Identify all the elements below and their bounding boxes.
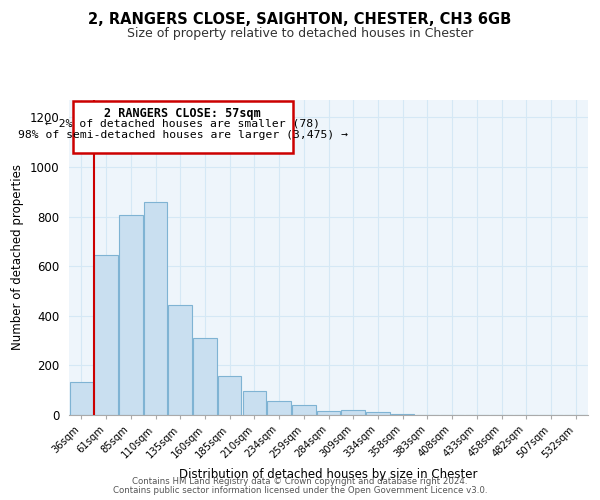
Bar (292, 404, 316, 415)
Bar (119, 216, 143, 415)
Text: ← 2% of detached houses are smaller (78): ← 2% of detached houses are smaller (78) (45, 118, 320, 128)
Bar (242, 391, 266, 415)
Text: 98% of semi-detached houses are larger (3,475) →: 98% of semi-detached houses are larger (… (17, 130, 347, 140)
Text: Contains public sector information licensed under the Open Government Licence v3: Contains public sector information licen… (113, 486, 487, 495)
Bar (317, 410, 340, 415)
Bar (193, 338, 217, 415)
Text: 2 RANGERS CLOSE: 57sqm: 2 RANGERS CLOSE: 57sqm (104, 108, 261, 120)
Bar (70, 382, 93, 415)
Bar (341, 410, 365, 415)
Bar (366, 412, 389, 415)
Text: 2, RANGERS CLOSE, SAIGHTON, CHESTER, CH3 6GB: 2, RANGERS CLOSE, SAIGHTON, CHESTER, CH3… (88, 12, 512, 28)
Bar (268, 402, 291, 415)
Bar (73, 101, 293, 154)
Text: Contains HM Land Registry data © Crown copyright and database right 2024.: Contains HM Land Registry data © Crown c… (132, 477, 468, 486)
Text: Size of property relative to detached houses in Chester: Size of property relative to detached ho… (127, 28, 473, 40)
X-axis label: Distribution of detached houses by size in Chester: Distribution of detached houses by size … (179, 468, 478, 481)
Bar (94, 255, 118, 415)
Bar (218, 376, 241, 415)
Bar (144, 202, 167, 415)
Y-axis label: Number of detached properties: Number of detached properties (11, 164, 24, 350)
Bar (391, 414, 415, 415)
Bar (169, 304, 192, 415)
